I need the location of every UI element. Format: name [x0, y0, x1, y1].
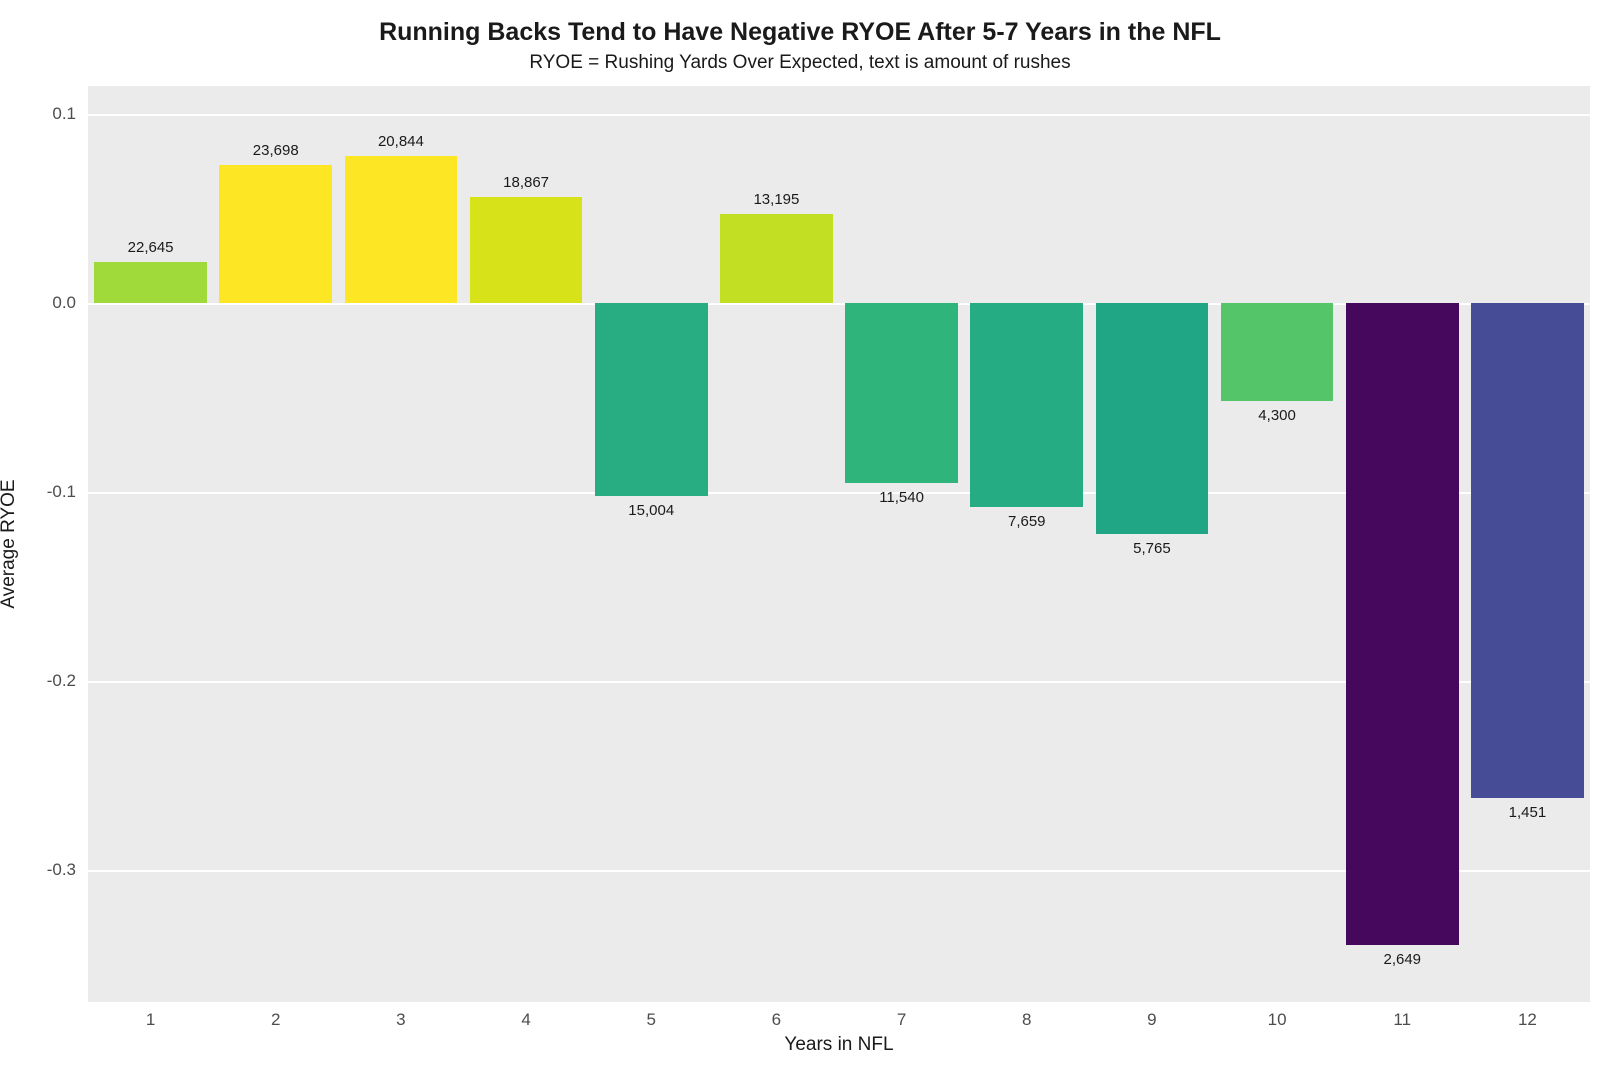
x-tick-label: 3 [396, 1010, 405, 1030]
bar [1346, 303, 1459, 945]
gridline [88, 114, 1590, 116]
bar [1471, 303, 1584, 798]
y-tick-label: -0.3 [0, 860, 76, 880]
x-tick-label: 10 [1268, 1010, 1287, 1030]
x-tick-label: 9 [1147, 1010, 1156, 1030]
bar [970, 303, 1083, 507]
chart-subtitle: RYOE = Rushing Yards Over Expected, text… [0, 52, 1600, 74]
bar [94, 262, 207, 304]
bar [720, 214, 833, 303]
bar-value-label: 22,645 [128, 239, 174, 256]
bar-value-label: 1,451 [1509, 804, 1547, 821]
x-tick-label: 4 [521, 1010, 530, 1030]
bar [345, 156, 458, 303]
x-tick-label: 12 [1518, 1010, 1537, 1030]
bar [845, 303, 958, 482]
x-tick-label: 6 [772, 1010, 781, 1030]
y-axis-label: Average RYOE [0, 479, 20, 608]
bar [219, 165, 332, 303]
bar [1221, 303, 1334, 401]
bar-value-label: 20,844 [378, 133, 424, 150]
bar [470, 197, 583, 303]
bar-value-label: 15,004 [628, 502, 674, 519]
bar-value-label: 4,300 [1258, 407, 1296, 424]
x-tick-label: 1 [146, 1010, 155, 1030]
x-axis-label: Years in NFL [88, 1034, 1590, 1056]
chart-title: Running Backs Tend to Have Negative RYOE… [0, 18, 1600, 47]
x-tick-label: 8 [1022, 1010, 1031, 1030]
ryoe-bar-chart: 0.10.0-0.1-0.2-0.322,64523,69820,84418,8… [0, 0, 1600, 1066]
x-tick-label: 2 [271, 1010, 280, 1030]
bar-value-label: 11,540 [879, 489, 924, 506]
bar [1096, 303, 1209, 533]
y-tick-label: 0.1 [0, 104, 76, 124]
bar-value-label: 2,649 [1383, 951, 1421, 968]
x-tick-label: 7 [897, 1010, 906, 1030]
bar [595, 303, 708, 496]
bar-value-label: 23,698 [253, 142, 299, 159]
bar-value-label: 7,659 [1008, 513, 1046, 530]
bar-value-label: 18,867 [503, 174, 549, 191]
x-tick-label: 11 [1393, 1010, 1411, 1030]
bar-value-label: 13,195 [753, 191, 799, 208]
y-tick-label: -0.2 [0, 671, 76, 691]
x-tick-label: 5 [647, 1010, 656, 1030]
bar-value-label: 5,765 [1133, 540, 1171, 557]
y-tick-label: 0.0 [0, 293, 76, 313]
